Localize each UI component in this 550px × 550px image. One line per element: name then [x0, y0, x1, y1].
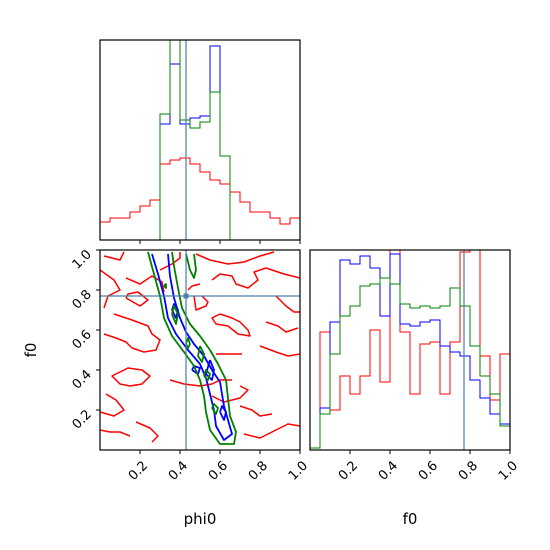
contour-red-3	[103, 313, 161, 353]
contour-red-16	[169, 379, 232, 387]
contour-blue-2	[219, 405, 227, 421]
contour-green-1	[185, 253, 197, 279]
hist-phi0-red	[99, 157, 301, 240]
contour-red-21	[159, 252, 181, 271]
contour-red-8	[211, 313, 251, 337]
tick-label-f0-y-3: 0.8	[70, 287, 95, 312]
contour-red-9	[275, 295, 300, 313]
contour-green-5	[203, 369, 211, 381]
tick-label-phi0-0: 0.2	[126, 458, 151, 483]
frame-top	[99, 39, 301, 241]
frame-right	[309, 249, 511, 451]
contour-green-7	[185, 337, 191, 349]
contour-red-7	[193, 295, 209, 311]
xlabel-phi0: phi0	[184, 510, 217, 528]
contour-red-19	[243, 423, 300, 439]
hist-phi0-green	[100, 39, 300, 241]
contour-green-4	[163, 283, 167, 289]
contour-green-0	[147, 251, 237, 445]
contour-red-22	[187, 283, 201, 291]
hist-f0-blue	[309, 253, 511, 450]
tick-label-f0-y-0: 0.2	[70, 407, 95, 432]
tick-label-f0-x-4: 1.0	[496, 458, 521, 483]
frame-joint	[99, 249, 301, 451]
contour-red-17	[211, 385, 249, 403]
contour-red-6	[211, 267, 300, 289]
contour-red-5	[195, 251, 275, 265]
tick-label-f0-y-2: 0.6	[70, 327, 95, 352]
hist-f0-red	[309, 249, 511, 450]
contour-red-14	[135, 421, 159, 443]
hist-f0-green	[309, 277, 511, 450]
contour-red-13	[100, 393, 125, 417]
ylabel-f0: f0	[22, 343, 40, 358]
contour-green-2	[197, 345, 205, 363]
contour-red-4	[125, 291, 149, 307]
contour-red-10	[265, 321, 299, 333]
contour-red-18	[239, 405, 273, 417]
tick-label-f0-y-4: 1.0	[70, 247, 95, 272]
truth-marker	[183, 293, 189, 299]
contour-blue-1	[205, 359, 215, 381]
xlabel-f0: f0	[403, 510, 418, 528]
tick-label-f0-x-1: 0.4	[376, 458, 401, 483]
contour-red-2	[125, 275, 165, 293]
contour-red-1	[100, 269, 121, 309]
tick-label-phi0-3: 0.8	[246, 458, 271, 483]
tick-label-f0-x-3: 0.8	[456, 458, 481, 483]
contour-green-3	[171, 305, 179, 325]
tick-label-phi0-4: 1.0	[286, 458, 311, 483]
contour-green-6	[211, 403, 219, 415]
contour-red-11	[259, 345, 300, 357]
contour-red-15	[100, 429, 131, 437]
tick-label-f0-x-2: 0.6	[416, 458, 441, 483]
contour-red-12	[111, 367, 151, 387]
tick-label-f0-x-0: 0.2	[336, 458, 361, 483]
tick-label-phi0-2: 0.6	[206, 458, 231, 483]
hist-phi0-blue	[100, 45, 300, 241]
contour-red-0	[103, 251, 125, 261]
tick-label-f0-y-1: 0.4	[70, 367, 95, 392]
tick-label-phi0-1: 0.4	[166, 458, 191, 483]
